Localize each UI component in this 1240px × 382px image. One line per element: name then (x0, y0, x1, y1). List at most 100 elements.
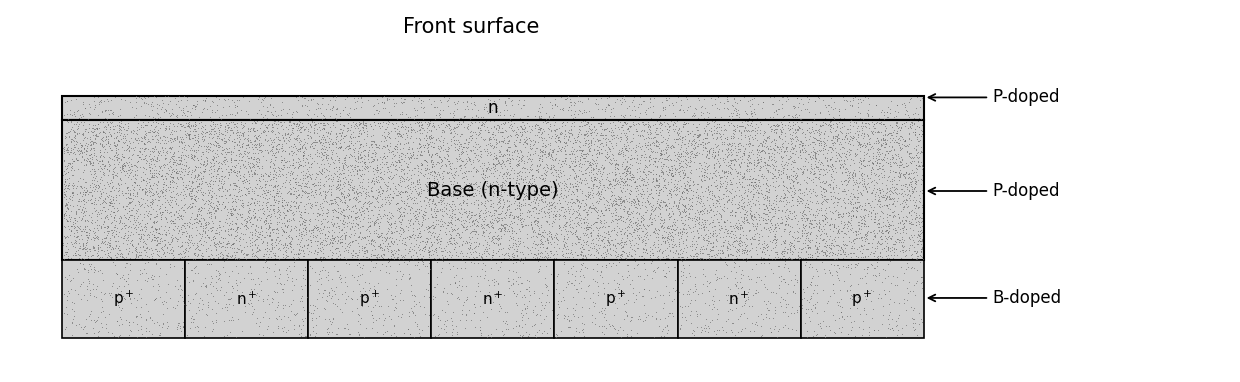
Point (520, 137, 539, 143)
Point (201, 215, 221, 221)
Point (729, 176, 749, 182)
Point (450, 115, 470, 121)
Point (812, 185, 832, 191)
Point (770, 197, 790, 204)
Point (614, 208, 634, 214)
Point (450, 200, 470, 206)
Point (578, 226, 598, 232)
Point (160, 184, 180, 190)
Point (372, 245, 392, 251)
Point (784, 242, 804, 248)
Point (580, 295, 600, 301)
Point (618, 313, 637, 319)
Point (485, 168, 505, 174)
Point (273, 143, 293, 149)
Point (842, 135, 862, 141)
Point (911, 237, 931, 243)
Point (859, 157, 879, 163)
Point (729, 248, 749, 254)
Point (324, 141, 343, 147)
Point (408, 185, 428, 191)
Point (254, 217, 274, 223)
Point (129, 148, 149, 154)
Point (572, 223, 591, 230)
Point (506, 299, 526, 306)
Point (528, 269, 548, 275)
Point (625, 242, 645, 248)
Point (74, 126, 94, 133)
Point (510, 169, 529, 175)
Point (587, 254, 606, 260)
Point (377, 152, 397, 159)
Point (449, 278, 469, 284)
Point (880, 167, 900, 173)
Point (598, 101, 618, 107)
Point (382, 210, 402, 216)
Point (87, 283, 107, 290)
Point (812, 212, 832, 219)
Point (363, 315, 383, 321)
Point (536, 169, 556, 175)
Point (93, 324, 113, 330)
Point (186, 128, 206, 134)
Point (756, 193, 776, 199)
Point (529, 126, 549, 132)
Point (486, 250, 506, 256)
Point (554, 212, 574, 218)
Point (343, 134, 363, 140)
Point (806, 158, 826, 164)
Point (636, 234, 656, 240)
Point (494, 180, 513, 186)
Point (506, 230, 526, 236)
Point (774, 196, 794, 202)
Point (345, 274, 365, 280)
Point (274, 210, 294, 216)
Point (885, 186, 905, 192)
Point (253, 129, 273, 135)
Point (373, 330, 393, 337)
Point (155, 237, 175, 243)
Point (162, 244, 182, 250)
Point (123, 167, 143, 173)
Point (605, 165, 625, 172)
Point (776, 249, 796, 256)
Point (864, 172, 884, 178)
Point (153, 301, 172, 307)
Point (579, 123, 599, 129)
Point (324, 139, 343, 145)
Point (764, 147, 784, 153)
Point (396, 223, 415, 229)
Point (236, 158, 255, 164)
Point (444, 240, 464, 246)
Point (702, 297, 722, 303)
Point (569, 93, 589, 99)
Point (534, 234, 554, 240)
Point (345, 99, 365, 105)
Point (868, 166, 888, 172)
Point (869, 291, 889, 297)
Point (771, 193, 791, 199)
Point (278, 126, 298, 132)
Point (177, 220, 197, 226)
Point (348, 189, 368, 195)
Point (639, 215, 658, 222)
Point (588, 138, 608, 144)
Point (394, 123, 414, 129)
Point (76, 126, 95, 132)
Point (465, 129, 485, 135)
Point (903, 189, 923, 195)
Point (57, 98, 77, 104)
Point (642, 149, 662, 155)
Point (84, 125, 104, 131)
Point (97, 179, 117, 185)
Point (804, 171, 823, 177)
Point (274, 119, 294, 125)
Point (521, 138, 541, 144)
Point (578, 121, 598, 127)
Point (546, 135, 565, 141)
Point (264, 268, 284, 274)
Point (810, 136, 830, 142)
Point (216, 247, 236, 253)
Point (873, 219, 893, 225)
Point (345, 162, 365, 168)
